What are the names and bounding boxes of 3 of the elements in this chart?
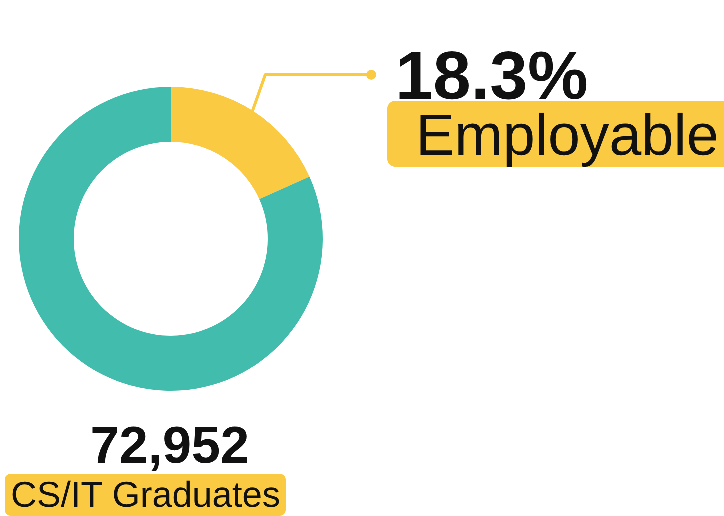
text: CS/IT Graduates: [5, 474, 286, 516]
text: 72,952: [89, 417, 251, 475]
donut-slice: [19, 87, 323, 391]
